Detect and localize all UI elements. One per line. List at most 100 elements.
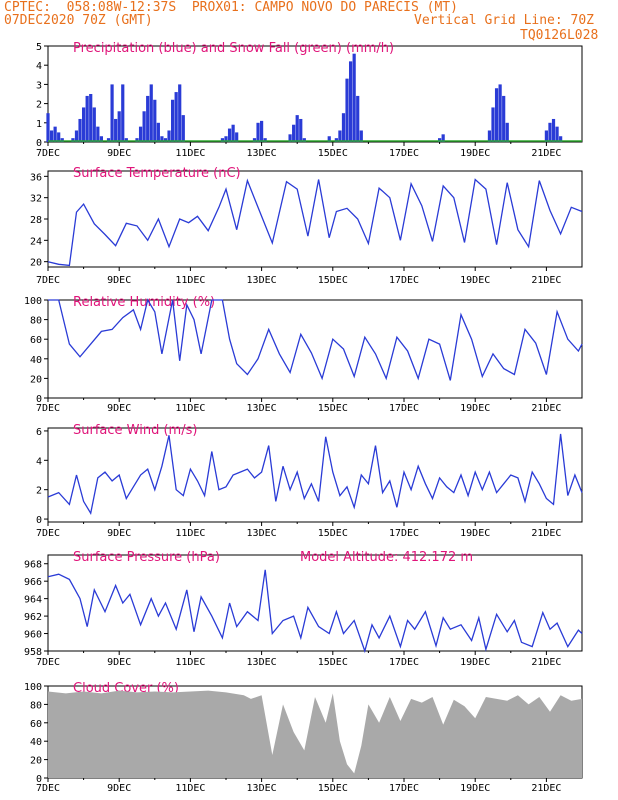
y-tick-label: 964 bbox=[24, 595, 42, 606]
x-tick-label: 9DEC bbox=[107, 528, 131, 539]
precipitation-bar bbox=[227, 128, 232, 142]
x-tick-label: 17DEC bbox=[389, 403, 419, 414]
y-tick-label: 968 bbox=[24, 560, 42, 571]
header-date-label: 07DEC2020 70Z (GMT) bbox=[4, 13, 153, 28]
y-tick-label: 100 bbox=[24, 682, 42, 693]
y-tick-label: 80 bbox=[30, 316, 42, 327]
panel-title: Relative Humidity (%) bbox=[73, 295, 215, 310]
precipitation-bar bbox=[220, 138, 225, 142]
precipitation-bar bbox=[106, 138, 111, 142]
x-tick-label: 17DEC bbox=[389, 528, 419, 539]
precipitation-bar bbox=[338, 130, 342, 142]
panel-title: Surface Pressure (hPa) bbox=[73, 550, 220, 565]
header-grid-line-label: Vertical Grid Line: 70Z bbox=[414, 13, 595, 28]
precipitation-bar bbox=[110, 84, 114, 142]
precipitation-bar bbox=[359, 130, 363, 142]
precipitation-bar bbox=[167, 130, 171, 142]
y-tick-label: 6 bbox=[36, 427, 42, 438]
precipitation-bar bbox=[491, 107, 495, 142]
y-tick-label: 40 bbox=[30, 355, 42, 366]
x-tick-label: 7DEC bbox=[36, 657, 60, 668]
y-tick-label: 32 bbox=[30, 194, 42, 205]
precipitation-bar bbox=[288, 134, 292, 142]
precipitation-bar bbox=[160, 136, 164, 142]
x-tick-label: 21DEC bbox=[531, 657, 561, 668]
y-tick-label: 60 bbox=[30, 719, 42, 730]
y-tick-label: 28 bbox=[30, 215, 42, 226]
precipitation-bar bbox=[327, 136, 331, 142]
y-tick-label: 962 bbox=[24, 612, 42, 623]
x-tick-label: 21DEC bbox=[531, 528, 561, 539]
x-tick-label: 9DEC bbox=[107, 148, 131, 159]
precipitation-bar bbox=[356, 95, 360, 142]
precipitation-bar bbox=[295, 115, 299, 142]
panel-frame bbox=[47, 299, 583, 399]
precipitation-bar bbox=[57, 132, 61, 142]
precipitation-bar bbox=[53, 126, 57, 142]
precipitation-bar bbox=[124, 138, 128, 142]
precipitation-bar bbox=[96, 126, 100, 142]
y-tick-label: 0 bbox=[36, 774, 42, 785]
precipitation-bar bbox=[163, 138, 168, 142]
precipitation-bar bbox=[149, 84, 153, 142]
precipitation-bar bbox=[81, 107, 86, 142]
x-tick-label: 7DEC bbox=[36, 403, 60, 414]
precipitation-bar bbox=[544, 130, 549, 142]
x-tick-label: 9DEC bbox=[107, 403, 131, 414]
precipitation-bar bbox=[302, 138, 306, 142]
series-line bbox=[47, 569, 583, 654]
precipitation-bar bbox=[231, 124, 235, 142]
y-tick-label: 2 bbox=[36, 100, 42, 111]
precipitation-bar bbox=[299, 118, 303, 142]
x-tick-label: 15DEC bbox=[318, 783, 348, 794]
y-tick-label: 24 bbox=[30, 236, 42, 247]
x-tick-label: 15DEC bbox=[318, 657, 348, 668]
x-tick-label: 13DEC bbox=[247, 403, 277, 414]
x-tick-label: 13DEC bbox=[247, 148, 277, 159]
precipitation-bar bbox=[252, 138, 257, 142]
precipitation-bar bbox=[505, 122, 509, 142]
precipitation-bar bbox=[146, 95, 150, 142]
precipitation-bar bbox=[263, 138, 267, 142]
precipitation-bar bbox=[174, 92, 178, 142]
precipitation-bar bbox=[156, 122, 160, 142]
y-tick-label: 2 bbox=[36, 486, 42, 497]
precipitation-bar bbox=[548, 122, 552, 142]
precipitation-bar bbox=[181, 115, 185, 142]
panel-frame bbox=[47, 45, 583, 143]
x-tick-label: 15DEC bbox=[318, 403, 348, 414]
x-tick-label: 17DEC bbox=[389, 275, 419, 286]
precipitation-bar bbox=[153, 99, 157, 142]
x-tick-label: 17DEC bbox=[389, 783, 419, 794]
precipitation-bar bbox=[170, 99, 175, 142]
x-tick-label: 7DEC bbox=[36, 275, 60, 286]
precipitation-bar bbox=[46, 113, 50, 142]
precipitation-bar bbox=[235, 132, 239, 142]
panel-subtitle: Model Altitude: 412.172 m bbox=[300, 550, 473, 565]
y-tick-label: 80 bbox=[30, 700, 42, 711]
x-tick-label: 13DEC bbox=[247, 528, 277, 539]
x-tick-label: 11DEC bbox=[175, 657, 205, 668]
x-tick-label: 15DEC bbox=[318, 275, 348, 286]
y-tick-label: 20 bbox=[30, 374, 42, 385]
y-tick-label: 60 bbox=[30, 335, 42, 346]
header-model-code: TQ0126L028 bbox=[520, 28, 599, 43]
panel-frame bbox=[47, 554, 583, 652]
precipitation-bar bbox=[60, 138, 64, 142]
y-tick-label: 958 bbox=[24, 647, 42, 658]
series-line bbox=[47, 433, 583, 515]
x-tick-label: 17DEC bbox=[389, 657, 419, 668]
precipitation-bar bbox=[334, 138, 338, 142]
x-tick-label: 19DEC bbox=[460, 148, 490, 159]
precipitation-bar bbox=[551, 118, 556, 142]
precipitation-bar bbox=[352, 53, 356, 142]
precipitation-bar bbox=[494, 88, 499, 142]
precipitation-bar bbox=[348, 61, 353, 142]
precipitation-bar bbox=[437, 138, 442, 142]
precipitation-bar bbox=[78, 118, 82, 142]
precipitation-bar bbox=[256, 122, 260, 142]
y-tick-label: 20 bbox=[30, 756, 42, 767]
x-tick-label: 17DEC bbox=[389, 148, 419, 159]
x-tick-label: 21DEC bbox=[531, 148, 561, 159]
